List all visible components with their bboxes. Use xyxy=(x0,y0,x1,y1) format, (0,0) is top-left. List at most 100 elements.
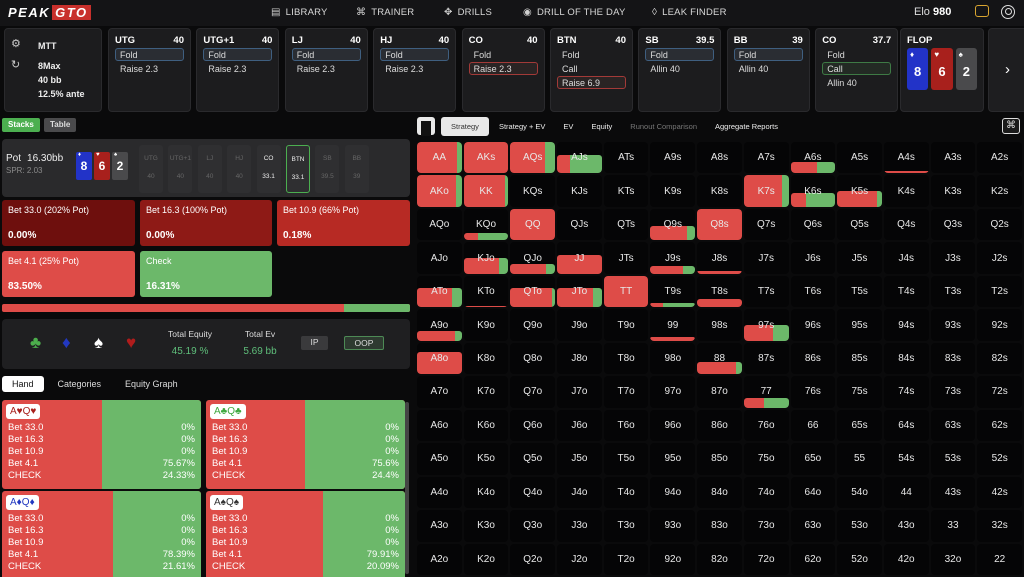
hand-cell-K3s[interactable]: K3s xyxy=(930,175,976,207)
hand-cell-K5s[interactable]: K5s xyxy=(837,175,882,207)
gear-icon[interactable]: ⚙ xyxy=(11,38,21,50)
hand-cell-J2o[interactable]: J2o xyxy=(557,543,602,575)
tab-equity-graph[interactable]: Equity Graph xyxy=(125,379,178,389)
hand-cell-92o[interactable]: 92o xyxy=(650,543,696,575)
action-option[interactable]: Fold xyxy=(562,50,580,60)
hand-cell-86o[interactable]: 86o xyxy=(697,409,742,442)
action-option[interactable]: Fold xyxy=(645,48,715,61)
hand-cell-43o[interactable]: 43o xyxy=(883,510,929,542)
hand-cell-96s[interactable]: 96s xyxy=(790,309,836,341)
hand-cell-74o[interactable]: 74o xyxy=(743,476,789,509)
tab-aggregate-reports[interactable]: Aggregate Reports xyxy=(715,121,778,131)
hand-cell-KQs[interactable]: KQs xyxy=(510,175,556,207)
hand-cell-T2o[interactable]: T2o xyxy=(603,543,649,575)
hand-cell-JJ[interactable]: JJ xyxy=(557,242,602,274)
hand-cell-Q3s[interactable]: Q3s xyxy=(930,208,976,241)
hand-cell-T6o[interactable]: T6o xyxy=(603,409,649,442)
hand-cell-32o[interactable]: 32o xyxy=(930,543,976,575)
user-profile-icon[interactable] xyxy=(1001,5,1015,19)
hand-cell-T5o[interactable]: T5o xyxy=(603,443,649,475)
action-option[interactable]: Raise 2.3 xyxy=(120,64,159,74)
hand-cell-K4o[interactable]: K4o xyxy=(463,476,509,509)
action-option[interactable]: Allin 40 xyxy=(827,78,857,88)
hand-cell-Q8o[interactable]: Q8o xyxy=(510,342,556,375)
hand-cell-95s[interactable]: 95s xyxy=(837,309,882,341)
hand-cell-97s[interactable]: 97s xyxy=(743,309,789,341)
hand-cell-33[interactable]: 33 xyxy=(930,510,976,542)
hand-cell-63o[interactable]: 63o xyxy=(790,510,836,542)
hand-cell-J3o[interactable]: J3o xyxy=(557,510,602,542)
action-option[interactable]: Allin 40 xyxy=(738,64,769,74)
action-option[interactable]: Fold xyxy=(733,48,803,61)
hand-cell-QTo[interactable]: QTo xyxy=(510,275,556,308)
tab-strategy[interactable]: Strategy xyxy=(441,116,489,136)
hand-cell-76o[interactable]: 76o xyxy=(743,409,789,442)
hand-cell-A2o[interactable]: A2o xyxy=(417,543,462,575)
hand-cell-44[interactable]: 44 xyxy=(883,476,929,509)
hand-cell-A8o[interactable]: A8o xyxy=(417,342,462,375)
hand-cell-Q2s[interactable]: Q2s xyxy=(977,208,1022,241)
hand-cell-84s[interactable]: 84s xyxy=(883,342,929,375)
hand-cell-64o[interactable]: 64o xyxy=(790,476,836,509)
hand-cell-KTo[interactable]: KTo xyxy=(463,275,509,308)
hand-cell-JTs[interactable]: JTs xyxy=(603,242,649,274)
hand-cell-54o[interactable]: 54o xyxy=(837,476,882,509)
hand-cell-98s[interactable]: 98s xyxy=(697,309,742,341)
hand-cell-KJo[interactable]: KJo xyxy=(463,242,509,274)
nav-drill-of-the-day[interactable]: ◉ DRILL OF THE DAY xyxy=(523,7,626,18)
seat-hj[interactable]: HJ 40 xyxy=(227,145,252,193)
hand-cell-Q9s[interactable]: Q9s xyxy=(650,208,696,241)
action-option[interactable]: Raise 2.3 xyxy=(296,64,335,74)
hand-combo-card[interactable]: A♦Q♦ Bet 33.0 0% Bet 16.3 0% Bet 10.9 0% Bet 4.… xyxy=(2,491,201,577)
hand-cell-KJs[interactable]: KJs xyxy=(557,175,602,207)
hand-cell-64s[interactable]: 64s xyxy=(883,409,929,442)
hand-cell-65o[interactable]: 65o xyxy=(790,443,836,475)
nav-leak-finder[interactable]: ◊ LEAK FINDER xyxy=(652,7,727,18)
hand-cell-KQo[interactable]: KQo xyxy=(463,208,509,241)
hand-cell-77[interactable]: 77 xyxy=(743,376,789,408)
tab-hand[interactable]: Hand xyxy=(2,376,44,392)
nav-trainer[interactable]: ⌘ TRAINER xyxy=(356,7,415,18)
hand-cell-A7s[interactable]: A7s xyxy=(743,142,789,174)
hand-cell-87s[interactable]: 87s xyxy=(743,342,789,375)
hand-cell-75s[interactable]: 75s xyxy=(837,376,882,408)
hand-cell-T7s[interactable]: T7s xyxy=(743,275,789,308)
hand-cell-T3s[interactable]: T3s xyxy=(930,275,976,308)
layout-toggle-icon[interactable] xyxy=(417,117,435,136)
hand-cell-QJs[interactable]: QJs xyxy=(557,208,602,241)
hand-cell-63s[interactable]: 63s xyxy=(930,409,976,442)
hand-cell-AJs[interactable]: AJs xyxy=(557,142,602,174)
hand-cell-AQs[interactable]: AQs xyxy=(510,142,556,174)
hand-cell-QTs[interactable]: QTs xyxy=(603,208,649,241)
hand-cell-Q9o[interactable]: Q9o xyxy=(510,309,556,341)
hand-cell-KK[interactable]: KK xyxy=(463,175,509,207)
hand-cell-82s[interactable]: 82s xyxy=(977,342,1022,375)
hand-cell-93s[interactable]: 93s xyxy=(930,309,976,341)
hand-cell-J4s[interactable]: J4s xyxy=(883,242,929,274)
hand-combo-card[interactable]: A♠Q♠ Bet 33.0 0% Bet 16.3 0% Bet 10.9 0% Bet 4.… xyxy=(206,491,405,577)
action-option[interactable]: Call xyxy=(562,64,578,74)
hand-cell-JTo[interactable]: JTo xyxy=(557,275,602,308)
hand-cell-ATo[interactable]: ATo xyxy=(417,275,462,308)
hand-cell-85o[interactable]: 85o xyxy=(697,443,742,475)
hand-cell-AJo[interactable]: AJo xyxy=(417,242,462,274)
bet-option-1[interactable]: Bet 16.3 (100% Pot) 0.00% xyxy=(140,200,272,246)
hand-cell-92s[interactable]: 92s xyxy=(977,309,1022,341)
hand-cell-K8o[interactable]: K8o xyxy=(463,342,509,375)
hand-cell-K6s[interactable]: K6s xyxy=(790,175,836,207)
hand-cell-98o[interactable]: 98o xyxy=(650,342,696,375)
hand-cell-AA[interactable]: AA xyxy=(417,142,462,174)
hand-cell-T3o[interactable]: T3o xyxy=(603,510,649,542)
hand-cell-Q7s[interactable]: Q7s xyxy=(743,208,789,241)
nav-library[interactable]: ▤ LIBRARY xyxy=(271,7,328,18)
hand-cell-53o[interactable]: 53o xyxy=(837,510,882,542)
hand-cell-J5o[interactable]: J5o xyxy=(557,443,602,475)
chevron-right-icon[interactable]: › xyxy=(1005,61,1010,78)
hand-cell-Q8s[interactable]: Q8s xyxy=(697,208,742,241)
hand-cell-A8s[interactable]: A8s xyxy=(697,142,742,174)
hand-cell-32s[interactable]: 32s xyxy=(977,510,1022,542)
hand-cell-Q5o[interactable]: Q5o xyxy=(510,443,556,475)
hand-cell-A4o[interactable]: A4o xyxy=(417,476,462,509)
hand-cell-Q4o[interactable]: Q4o xyxy=(510,476,556,509)
hand-cell-A9o[interactable]: A9o xyxy=(417,309,462,341)
